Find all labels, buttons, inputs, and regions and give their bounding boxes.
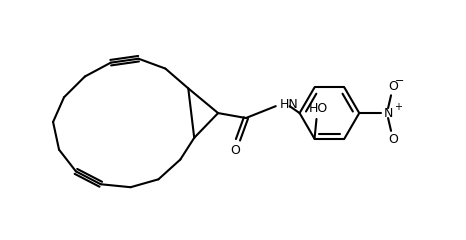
Text: N: N	[384, 107, 393, 120]
Text: HN: HN	[280, 98, 298, 111]
Text: HO: HO	[309, 102, 328, 115]
Text: O: O	[388, 80, 398, 93]
Text: −: −	[395, 77, 404, 86]
Text: O: O	[230, 144, 240, 157]
Text: O: O	[388, 133, 398, 146]
Text: +: +	[394, 102, 402, 112]
